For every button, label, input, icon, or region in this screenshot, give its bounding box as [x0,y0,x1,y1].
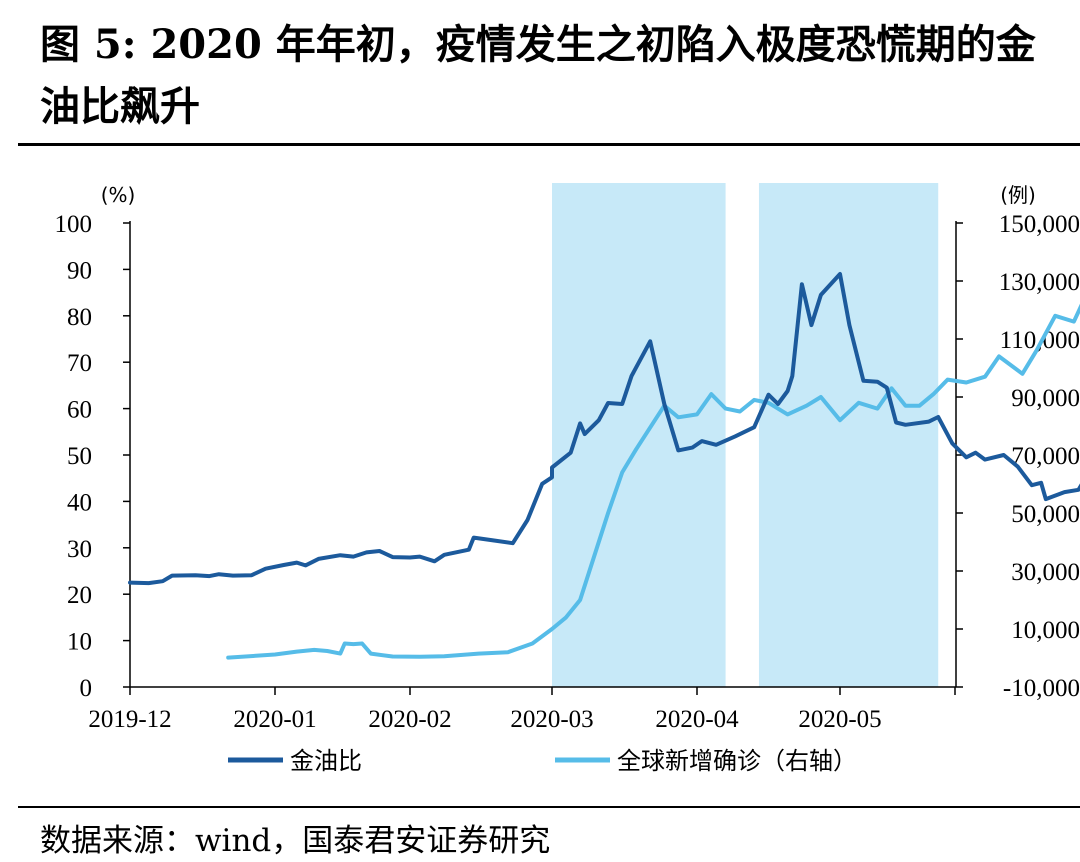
left-tick-label: 60 [67,397,92,424]
left-tick-label: 20 [67,582,92,609]
right-tick-label: 130,000 [999,269,1080,296]
left-tick-label: 80 [67,304,92,331]
top-rule [18,143,1080,146]
bottom-rule [18,806,1080,808]
global-new-cases-line [226,303,1080,660]
right-tick-label: 150,000 [999,211,1080,238]
left-tick-label: 10 [67,629,92,656]
shaded-period-2 [758,183,939,687]
x-tick-label: 2020-05 [798,706,881,733]
left-tick-label: 50 [67,443,92,470]
right-tick-label: 10,000 [1011,617,1080,644]
axes: 0 10 20 30 40 50 60 70 80 90 100 -10,000 10,000 30,00… [55,183,1080,733]
right-tick-label: -10,000 [1003,675,1080,702]
figure-title: 图 5: 2020 年年初，疫情发生之初陷入极度恐慌期的金油比飙升 [40,21,1036,130]
right-axis-unit: (例) [1000,183,1036,207]
x-tick-label: 2019-12 [88,706,171,733]
left-tick-label: 30 [67,536,92,563]
right-tick-label: 30,000 [1011,559,1080,586]
shaded-periods [552,183,939,687]
legend-label-2: 全球新增确诊（右轴） [617,747,857,775]
left-tick-label: 0 [80,675,93,702]
x-tick-label: 2020-02 [368,706,451,733]
right-tick-label: 50,000 [1011,501,1080,528]
right-tick-label: 70,000 [1011,443,1080,470]
legend: 金油比 全球新增确诊（右轴） [228,747,857,775]
series-lines [128,272,1080,660]
x-tick-label: 2020-01 [233,706,316,733]
legend-label-1: 金油比 [290,747,362,775]
shaded-period-1 [552,183,726,687]
left-tick-label: 90 [67,257,92,284]
source-note: 数据来源：wind，国泰君安证券研究 [40,823,551,859]
x-tick-label: 2020-03 [510,706,593,733]
left-axis-unit: (%) [101,183,136,207]
x-tick-label: 2020-04 [655,706,739,733]
left-tick-label: 40 [67,489,92,516]
gold-oil-ratio-line [128,272,1080,586]
left-tick-label: 70 [67,350,92,377]
right-tick-label: 90,000 [1011,385,1080,412]
left-tick-label: 100 [55,211,93,238]
